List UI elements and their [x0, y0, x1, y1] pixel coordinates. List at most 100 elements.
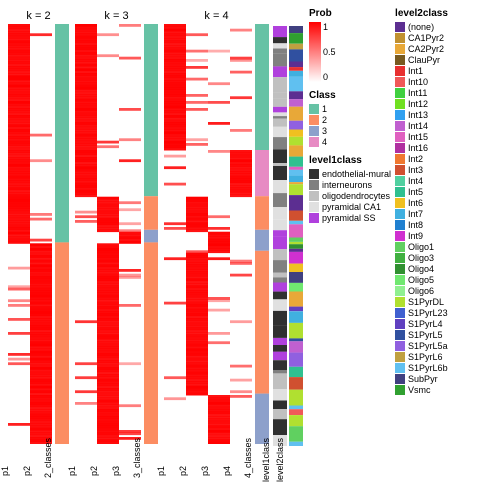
side-annot-label: level2class: [269, 468, 319, 482]
legend-label: 1: [322, 104, 327, 114]
legend-label: 4: [322, 137, 327, 147]
legend-item: Int10: [395, 77, 448, 87]
legend-label: Oligo6: [408, 286, 434, 296]
heatmap-col: [186, 24, 208, 444]
swatch: [395, 319, 405, 329]
legend-label: pyramidal SS: [322, 213, 376, 223]
level1-legend-items: endothelial-muralinterneuronsoligodendro…: [309, 169, 391, 223]
panel-title: k = 2: [8, 8, 69, 24]
swatch: [395, 88, 405, 98]
class-legend-items: 1234: [309, 104, 391, 147]
legend-label: Int13: [408, 110, 428, 120]
gradient-tick: 1: [323, 22, 336, 32]
legend-label: (none): [408, 22, 434, 32]
swatch: [395, 374, 405, 384]
swatch: [395, 330, 405, 340]
legends: Prob10.50Class1234level1classendothelial…: [309, 8, 448, 496]
side-annotations: . level1classlevel2class: [273, 8, 303, 496]
class-annotation: [144, 24, 158, 444]
legend-item: SubPyr: [395, 374, 448, 384]
legend-item: S1PyrL6: [395, 352, 448, 362]
legend-label: Int10: [408, 77, 428, 87]
legend-label: Int16: [408, 143, 428, 153]
figure-container: k = 2p1p22_classesk = 3p1p2p33_classesk …: [8, 8, 496, 496]
swatch: [395, 264, 405, 274]
legend-item: Int11: [395, 88, 448, 98]
swatch: [395, 341, 405, 351]
legend-label: Int7: [408, 209, 423, 219]
level1-legend-title: level1class: [309, 155, 391, 166]
legend-item: S1PyrDL: [395, 297, 448, 307]
legend-label: Vsmc: [408, 385, 431, 395]
legend-item: S1PyrL4: [395, 319, 448, 329]
legend-label: Int15: [408, 132, 428, 142]
legend-item: Int9: [395, 231, 448, 241]
swatch: [395, 77, 405, 87]
swatch: [395, 242, 405, 252]
panel-title: k = 4: [164, 8, 269, 24]
legend-label: Int8: [408, 220, 423, 230]
legend-label: pyramidal CA1: [322, 202, 381, 212]
panel-k4: k = 4p1p2p3p44_classes: [164, 8, 269, 496]
legend-item: pyramidal SS: [309, 213, 391, 223]
legend-item: 1: [309, 104, 391, 114]
heatmap-col: [97, 24, 119, 444]
swatch: [309, 104, 319, 114]
legend-label: Int9: [408, 231, 423, 241]
swatch: [395, 297, 405, 307]
swatch: [395, 176, 405, 186]
legend-item: Int1: [395, 66, 448, 76]
legend-item: Int14: [395, 121, 448, 131]
swatch: [309, 169, 319, 179]
heatmap-col: [75, 24, 97, 444]
legend-item: oligodendrocytes: [309, 191, 391, 201]
level2class-annot: [289, 26, 303, 446]
swatch: [309, 213, 319, 223]
panel-k3: k = 3p1p2p33_classes: [75, 8, 158, 496]
legend-item: 3: [309, 126, 391, 136]
swatch: [395, 231, 405, 241]
swatch: [309, 191, 319, 201]
swatch: [309, 180, 319, 190]
legend-label: Int12: [408, 99, 428, 109]
legend-label: Oligo1: [408, 242, 434, 252]
legend-label: Int11: [408, 88, 427, 98]
legend-item: CA2Pyr2: [395, 44, 448, 54]
legend-label: S1PyrL6: [408, 352, 443, 362]
swatch: [395, 198, 405, 208]
legend-item: S1PyrL6b: [395, 363, 448, 373]
legend-label: 2: [322, 115, 327, 125]
legend-label: Int4: [408, 176, 423, 186]
legend-item: Int15: [395, 132, 448, 142]
legend-label: 3: [322, 126, 327, 136]
swatch: [395, 99, 405, 109]
legend-item: ClauPyr: [395, 55, 448, 65]
swatch: [395, 385, 405, 395]
legend-label: S1PyrL5a: [408, 341, 448, 351]
swatch: [395, 44, 405, 54]
legend-item: Vsmc: [395, 385, 448, 395]
swatch: [395, 121, 405, 131]
legend-item: Oligo6: [395, 286, 448, 296]
swatch: [395, 66, 405, 76]
legend-item: S1PyrL23: [395, 308, 448, 318]
legend-item: Int2: [395, 154, 448, 164]
legend-label: S1PyrL23: [408, 308, 448, 318]
swatch: [309, 137, 319, 147]
legend-label: S1PyrL5: [408, 330, 443, 340]
swatch: [395, 352, 405, 362]
swatch: [395, 187, 405, 197]
heatmap-col: [164, 24, 186, 444]
legend-item: Oligo5: [395, 275, 448, 285]
level2-legend-items: (none)CA1Pyr2CA2Pyr2ClauPyrInt1Int10Int1…: [395, 22, 448, 395]
swatch: [395, 253, 405, 263]
legend-item: S1PyrL5a: [395, 341, 448, 351]
swatch: [309, 202, 319, 212]
swatch: [395, 22, 405, 32]
gradient-tick: 0.5: [323, 47, 336, 57]
legend-label: S1PyrL4: [408, 319, 443, 329]
level1class-annot: [273, 26, 287, 446]
legend-item: Int8: [395, 220, 448, 230]
swatch: [395, 209, 405, 219]
swatch: [395, 165, 405, 175]
